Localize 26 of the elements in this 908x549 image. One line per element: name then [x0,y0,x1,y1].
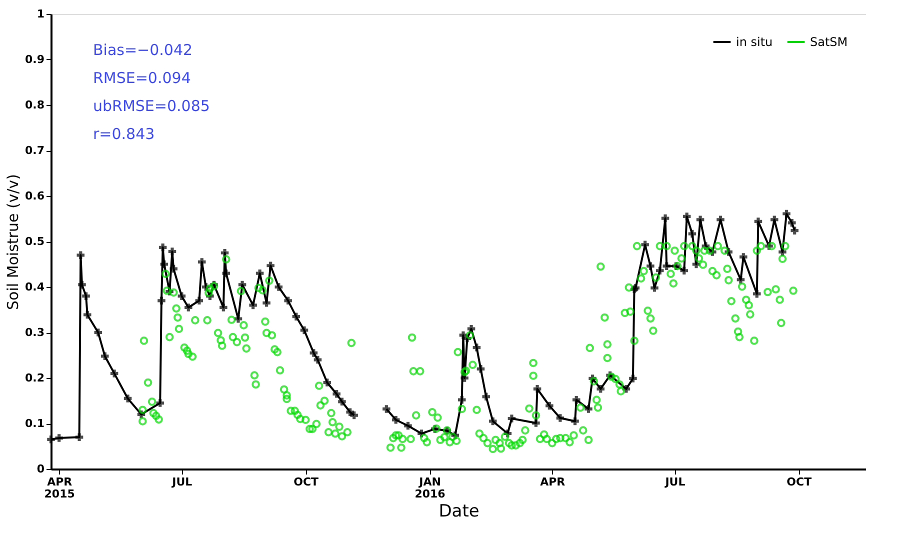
x-tick-label: JUL [171,476,192,488]
y-tick-label: 0.3 [25,326,44,339]
x-tick-label: OCT [294,476,320,488]
annotation: Bias=−0.042 [93,41,193,59]
x-axis-title: Date [438,502,480,522]
y-tick-label: 0.1 [25,417,44,430]
y-axis-title: Soil Moistrue (v/v) [4,174,22,310]
annotation: RMSE=0.094 [93,69,191,87]
legend-label: SatSM [810,35,848,49]
annotation: ubRMSE=0.085 [93,97,210,115]
y-tick-label: 0.2 [25,372,44,384]
y-tick-label: 0 [36,462,45,476]
y-tick-label: 0.8 [25,98,44,112]
x-tick-label: APR [540,476,566,488]
y-tick-label: 0.5 [25,235,44,248]
y-tick-label: 0.7 [25,144,44,157]
y-tick-label: 1 [36,8,44,20]
x-tick-label: JUL [664,476,686,488]
annotation: r=0.843 [93,125,155,143]
y-tick-label: 0.4 [25,280,45,294]
x-tick-label: JAN 2016 [414,476,446,500]
y-tick-label: 0.9 [25,53,44,66]
x-tick-label: APR 2015 [44,476,75,500]
x-tick-label: OCT [786,476,812,488]
legend-label: in situ [736,35,773,49]
y-tick-label: 0.6 [25,190,45,202]
